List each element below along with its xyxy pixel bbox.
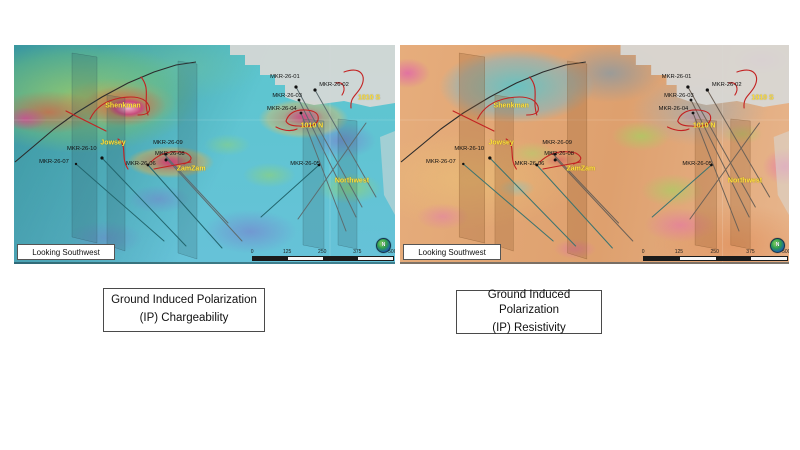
map-annotations-layer: MKR-26-01 MKR-26-02 MKR-26-03 MKR-26-04 MKR-… (14, 45, 395, 262)
drillhole-label-mkr-26-07: MKR-26-07 (39, 159, 69, 166)
zone-label-jowsey: Jowsey (488, 139, 514, 147)
zone-label-1010-s: 1010 S (751, 94, 774, 102)
drillhole-label-mkr-26-01: MKR-26-01 (661, 74, 692, 81)
scale-tick-labels: 0 125 250 375 500 (250, 249, 395, 255)
zone-label-zamzam: ZamZam (566, 165, 596, 173)
resistivity-map-panel: MKR-26-01 MKR-26-02 MKR-26-03 MKR-26-04 MKR-… (400, 45, 789, 264)
drillhole-label-mkr-26-01: MKR-26-01 (270, 74, 300, 81)
map-annotations-layer: MKR-26-01 MKR-26-02 MKR-26-03 MKR-26-04 MKR-… (400, 45, 789, 262)
scale-tick-250: 250 (710, 249, 719, 255)
caption-line2: (IP) Chargeability (139, 312, 229, 324)
drillhole-label-mkr-26-02: MKR-26-02 (711, 82, 742, 89)
chargeability-caption-box: Ground Induced Polarization (IP) Chargea… (103, 288, 265, 332)
drillhole-label-mkr-26-08: MKR-26-08 (544, 151, 574, 158)
scale-tick-125: 125 (674, 249, 684, 255)
scale-bar-segments (643, 256, 789, 261)
drillhole-label-mkr-26-05: MKR-26-05 (290, 161, 320, 168)
compass-north-label: N (381, 242, 386, 248)
map-scale-bar: 0 125 250 375 500 (250, 249, 395, 261)
zone-label-jowsey: Jowsey (100, 139, 126, 147)
drillhole-label-mkr-26-03: MKR-26-03 (664, 93, 694, 100)
drillhole-label-mkr-26-09: MKR-26-09 (153, 140, 183, 147)
view-direction-box: Looking Southwest (403, 244, 501, 260)
north-compass-icon: N (376, 238, 391, 253)
scale-bar-segments (252, 256, 395, 261)
zone-label-shenkman: Shenkman (493, 102, 529, 110)
view-direction-label: Looking Southwest (32, 247, 100, 257)
chargeability-map-panel: MKR-26-01 MKR-26-02 MKR-26-03 MKR-26-04 MKR-… (14, 45, 395, 264)
caption-line1: Ground Induced Polarization (111, 294, 257, 307)
zone-label-1010-n: 1010 N (300, 122, 324, 130)
zone-label-zamzam: ZamZam (176, 165, 206, 173)
drillhole-label-mkr-26-04: MKR-26-04 (658, 106, 689, 113)
scale-tick-500: 500 (782, 249, 789, 255)
zone-label-shenkman: Shenkman (105, 102, 141, 110)
resistivity-caption-box: Ground Induced Polarization (IP) Resisti… (456, 288, 602, 334)
drillhole-label-mkr-26-10: MKR-26-10 (454, 146, 485, 153)
zone-label-1010-s: 1010 S (357, 94, 381, 102)
view-direction-box: Looking Southwest (17, 244, 115, 260)
drillhole-label-mkr-26-05: MKR-26-05 (682, 161, 713, 168)
scale-tick-0: 0 (641, 249, 645, 255)
scale-tick-500: 500 (388, 249, 395, 255)
drillhole-label-mkr-26-08: MKR-26-08 (155, 151, 185, 158)
drillhole-label-mkr-26-06: MKR-26-06 (514, 161, 545, 168)
scale-tick-0: 0 (250, 249, 254, 255)
zone-label-northwest: Northwest (334, 177, 370, 185)
view-direction-label: Looking Southwest (418, 247, 486, 257)
scale-tick-375: 375 (353, 249, 362, 255)
compass-north-label: N (775, 242, 780, 248)
caption-line1: Ground Induced Polarization (487, 288, 571, 317)
scale-tick-375: 375 (746, 249, 755, 255)
drillhole-label-mkr-26-09: MKR-26-09 (542, 140, 572, 147)
zone-label-1010-n: 1010 N (692, 122, 716, 130)
scale-tick-125: 125 (283, 249, 292, 255)
drillhole-label-mkr-26-07: MKR-26-07 (426, 159, 456, 166)
north-compass-icon: N (770, 238, 785, 253)
caption-line2: (IP) Resistivity (492, 321, 566, 334)
drillhole-label-mkr-26-10: MKR-26-10 (66, 146, 97, 153)
scale-tick-labels: 0 125 250 375 500 (641, 249, 789, 255)
map-scale-bar: 0 125 250 375 500 (641, 249, 789, 261)
drillhole-label-mkr-26-02: MKR-26-02 (319, 82, 349, 89)
drillhole-label-mkr-26-03: MKR-26-03 (272, 93, 302, 100)
drillhole-label-mkr-26-06: MKR-26-06 (126, 161, 156, 168)
drillhole-label-mkr-26-04: MKR-26-04 (267, 106, 297, 113)
zone-label-northwest: Northwest (727, 177, 763, 185)
scale-tick-250: 250 (318, 249, 327, 255)
